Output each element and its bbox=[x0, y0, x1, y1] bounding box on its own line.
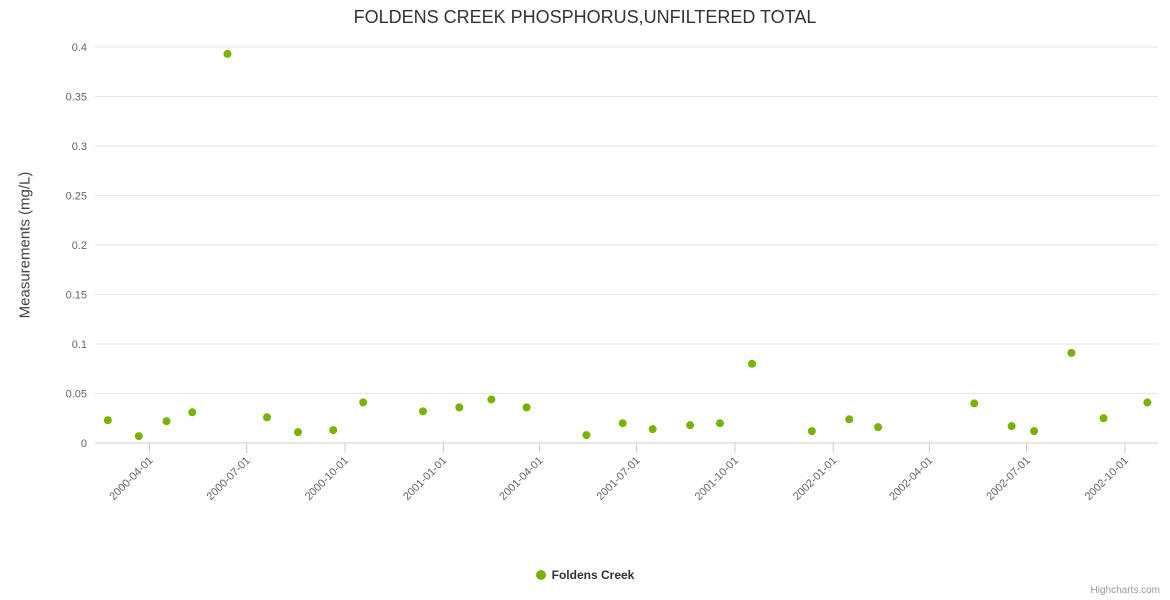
legend-label: Foldens Creek bbox=[551, 568, 635, 582]
data-point[interactable] bbox=[103, 416, 112, 425]
data-point[interactable] bbox=[134, 432, 143, 441]
data-point[interactable] bbox=[748, 359, 757, 368]
data-point[interactable] bbox=[522, 403, 531, 412]
y-axis-tick-label: 0.2 bbox=[72, 240, 87, 252]
data-point[interactable] bbox=[1007, 422, 1016, 431]
y-axis-tick-label: 0.15 bbox=[66, 290, 87, 302]
x-axis-tick-label: 2002-04-01 bbox=[887, 455, 935, 503]
data-point[interactable] bbox=[1067, 348, 1076, 357]
y-axis-tick-label: 0.05 bbox=[66, 389, 87, 401]
y-axis-tick-label: 0.3 bbox=[72, 141, 87, 153]
data-point[interactable] bbox=[455, 403, 464, 412]
x-axis-tick-label: 2001-07-01 bbox=[594, 455, 642, 503]
x-axis-tick-label: 2001-10-01 bbox=[693, 455, 741, 503]
legend: Foldens Creek bbox=[0, 568, 1170, 582]
y-axis-tick-label: 0.25 bbox=[66, 191, 87, 203]
legend-marker-icon bbox=[535, 570, 546, 580]
x-axis-tick-label: 2001-01-01 bbox=[401, 455, 449, 503]
x-axis-tick-label: 2002-01-01 bbox=[791, 455, 839, 503]
x-axis-tick-label: 2000-07-01 bbox=[205, 455, 253, 503]
highcharts-credits-link[interactable]: Highcharts.com bbox=[1090, 585, 1160, 596]
data-point[interactable] bbox=[618, 419, 627, 428]
y-axis-tick-label: 0.35 bbox=[66, 92, 87, 104]
data-point[interactable] bbox=[359, 398, 368, 407]
x-axis-tick-label: 2002-07-01 bbox=[984, 455, 1032, 503]
x-axis-tick-label: 2002-10-01 bbox=[1083, 455, 1131, 503]
y-axis-tick-label: 0.1 bbox=[72, 339, 87, 351]
data-point[interactable] bbox=[418, 407, 427, 416]
chart-title: FOLDENS CREEK PHOSPHORUS,UNFILTERED TOTA… bbox=[353, 7, 817, 27]
data-point[interactable] bbox=[715, 419, 724, 428]
data-point[interactable] bbox=[1099, 414, 1108, 423]
data-point[interactable] bbox=[874, 423, 883, 432]
data-point[interactable] bbox=[487, 395, 496, 404]
y-axis-tick-label: 0.4 bbox=[72, 42, 87, 54]
data-point[interactable] bbox=[582, 431, 591, 440]
x-axis-tick-label: 2000-10-01 bbox=[303, 455, 351, 503]
data-point[interactable] bbox=[648, 425, 657, 434]
data-point[interactable] bbox=[807, 427, 816, 436]
data-point[interactable] bbox=[293, 428, 302, 437]
data-point[interactable] bbox=[970, 399, 979, 408]
data-point[interactable] bbox=[188, 408, 197, 417]
x-axis-tick-label: 2001-04-01 bbox=[497, 455, 545, 503]
legend-item-foldens-creek[interactable]: Foldens Creek bbox=[535, 568, 635, 582]
data-point[interactable] bbox=[1030, 427, 1039, 436]
data-point[interactable] bbox=[162, 417, 171, 426]
data-point[interactable] bbox=[223, 49, 232, 58]
y-axis-tick-label: 0 bbox=[81, 438, 87, 450]
x-axis-tick-label: 2000-04-01 bbox=[107, 455, 155, 503]
data-point[interactable] bbox=[1143, 398, 1152, 407]
data-point[interactable] bbox=[329, 426, 338, 435]
data-point[interactable] bbox=[263, 413, 272, 422]
data-point[interactable] bbox=[686, 421, 695, 430]
data-point[interactable] bbox=[845, 415, 854, 424]
